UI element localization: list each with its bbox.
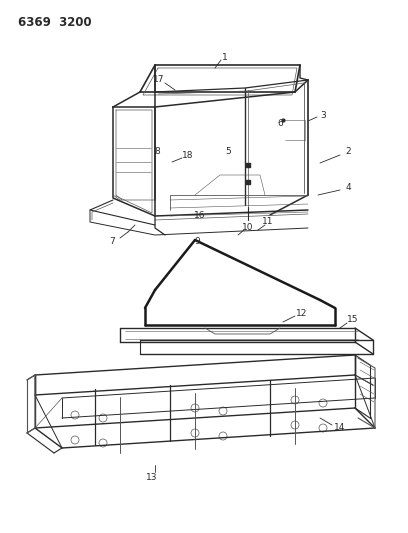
- Text: 15: 15: [347, 316, 359, 325]
- Text: 6369  3200: 6369 3200: [18, 15, 92, 28]
- Text: 4: 4: [345, 183, 351, 192]
- Text: 1: 1: [222, 52, 228, 61]
- Text: 17: 17: [153, 76, 165, 85]
- Text: 9: 9: [194, 238, 200, 246]
- Text: 5: 5: [225, 148, 231, 157]
- Text: 7: 7: [109, 238, 115, 246]
- Text: 6: 6: [277, 118, 283, 127]
- Text: 12: 12: [296, 309, 308, 318]
- Text: 3: 3: [320, 110, 326, 119]
- Text: 2: 2: [345, 148, 351, 157]
- Text: 16: 16: [194, 211, 206, 220]
- Text: 11: 11: [262, 217, 274, 227]
- Text: 10: 10: [242, 223, 254, 232]
- Text: 13: 13: [146, 473, 158, 482]
- Text: 18: 18: [182, 150, 194, 159]
- Text: 8: 8: [154, 148, 160, 157]
- Text: 14: 14: [334, 423, 346, 432]
